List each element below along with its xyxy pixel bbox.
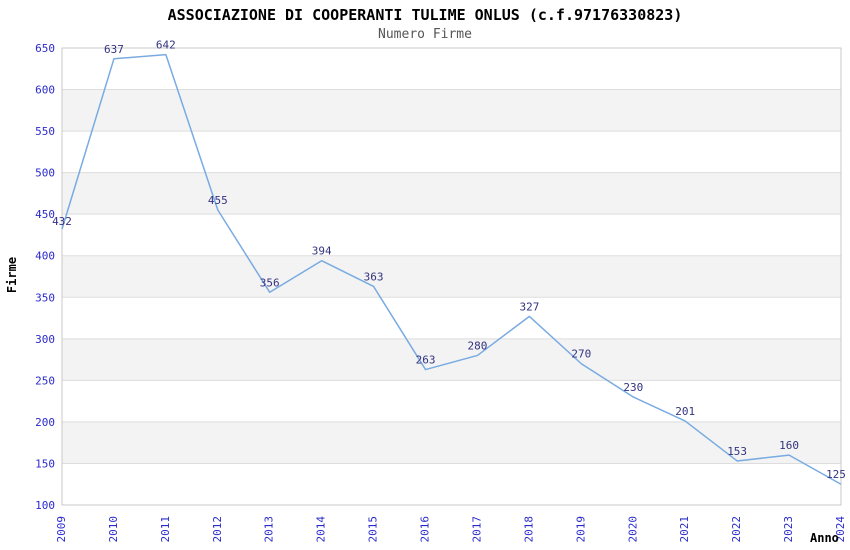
plot-border xyxy=(61,47,842,506)
y-tick-label: 250 xyxy=(35,374,55,387)
y-tick-label: 200 xyxy=(35,416,55,429)
data-line xyxy=(61,53,842,485)
chart-title: ASSOCIAZIONE DI COOPERANTI TULIME ONLUS … xyxy=(167,6,683,24)
y-tick-label: 300 xyxy=(35,333,55,346)
data-point-label: 160 xyxy=(779,439,799,452)
y-tick-label: 350 xyxy=(35,291,55,304)
x-tick-label: 2017 xyxy=(470,516,483,543)
y-tick-label: 650 xyxy=(35,42,55,55)
x-tick-label: 2022 xyxy=(730,516,743,543)
x-tick-label: 2020 xyxy=(626,516,639,543)
data-point-label: 125 xyxy=(826,468,846,481)
x-tick-label: 2010 xyxy=(107,516,120,543)
y-tick-label: 150 xyxy=(35,457,55,470)
x-tick-label: 2024 xyxy=(834,516,847,543)
data-point-label: 637 xyxy=(104,43,124,56)
x-tick-label: 2011 xyxy=(159,516,172,543)
y-tick-label: 450 xyxy=(35,208,55,221)
x-tick-label: 2021 xyxy=(678,516,691,543)
data-point-label: 642 xyxy=(156,39,176,52)
y-tick-label: 100 xyxy=(35,499,55,512)
data-point-label: 327 xyxy=(519,300,539,313)
x-tick-label: 2019 xyxy=(574,516,587,543)
chart-subtitle: Numero Firme xyxy=(378,27,472,42)
data-point-label: 230 xyxy=(623,381,643,394)
x-tick-label: 2018 xyxy=(522,516,535,543)
y-tick-label: 600 xyxy=(35,84,55,97)
plot-band xyxy=(62,172,841,215)
data-point-label: 270 xyxy=(571,348,591,361)
data-point-label: 201 xyxy=(675,405,695,418)
x-tick-label: 2009 xyxy=(55,516,68,543)
data-point-label: 394 xyxy=(312,245,332,258)
plot-band xyxy=(62,255,841,298)
plot-band xyxy=(62,338,841,381)
data-point-label: 280 xyxy=(468,339,488,352)
x-axis-title: Anno xyxy=(810,531,839,545)
x-tick-label: 2014 xyxy=(315,516,328,543)
data-point-label: 356 xyxy=(260,276,280,289)
data-point-label: 432 xyxy=(52,215,72,228)
x-tick-label: 2016 xyxy=(419,516,432,543)
y-tick-label: 400 xyxy=(35,250,55,263)
y-axis-title: Firme xyxy=(5,256,19,294)
x-tick-label: 2012 xyxy=(211,516,224,543)
plot-band xyxy=(62,421,841,464)
data-point-label: 153 xyxy=(727,445,747,458)
plot-band xyxy=(62,89,841,132)
data-point-label: 263 xyxy=(416,354,436,367)
data-point-label: 363 xyxy=(364,270,384,283)
y-tick-label: 550 xyxy=(35,125,55,138)
y-tick-label: 500 xyxy=(35,167,55,180)
x-tick-label: 2023 xyxy=(782,516,795,543)
x-tick-label: 2015 xyxy=(367,516,380,543)
data-point-label: 455 xyxy=(208,194,228,207)
x-tick-label: 2013 xyxy=(263,516,276,543)
